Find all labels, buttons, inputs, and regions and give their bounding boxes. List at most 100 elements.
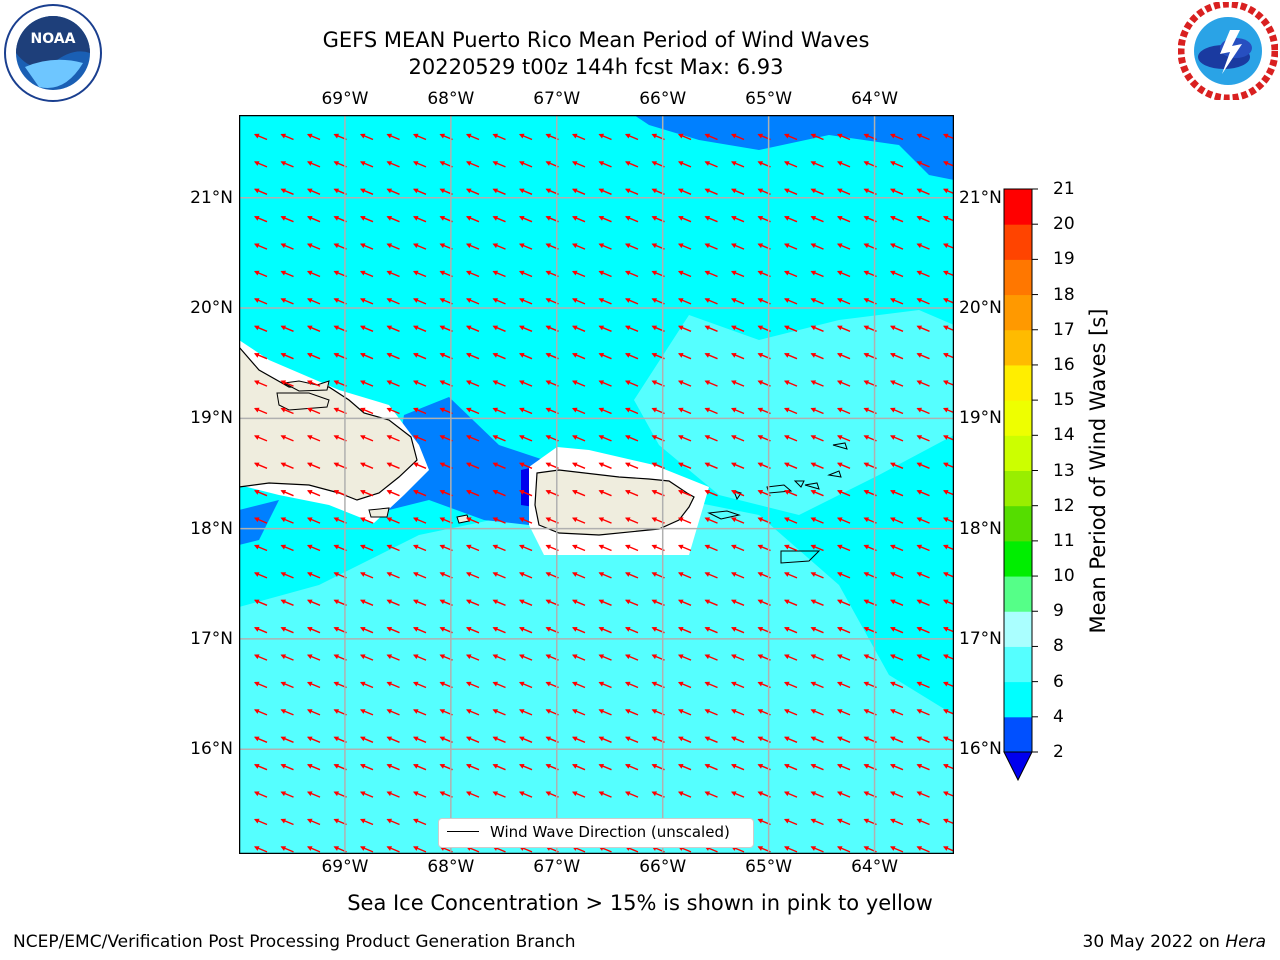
- wave-direction-arrow: [466, 298, 480, 305]
- wave-direction-arrow: [386, 243, 400, 250]
- wave-direction-arrow: [784, 435, 798, 442]
- wave-direction-arrow: [360, 709, 374, 716]
- y-tick-label-right: 16°N: [959, 739, 1002, 760]
- colorbar-segment: [1004, 259, 1032, 296]
- wave-direction-arrow: [492, 654, 506, 661]
- wind-wave-direction-arrows: [254, 133, 954, 853]
- wave-direction-arrow: [307, 654, 321, 661]
- wave-direction-arrow: [837, 462, 851, 469]
- wave-direction-arrow: [466, 627, 480, 634]
- colorbar-tick-label: 4: [1053, 706, 1064, 727]
- wave-direction-arrow: [625, 216, 639, 223]
- colorbar-tick-label: 14: [1053, 425, 1075, 446]
- wave-direction-arrow: [837, 736, 851, 743]
- wave-direction-arrow: [731, 407, 745, 415]
- wave-direction-arrow: [254, 133, 268, 141]
- wave-direction-arrow: [492, 517, 506, 524]
- wave-direction-arrow: [731, 736, 745, 743]
- wave-direction-arrow: [307, 764, 321, 771]
- wave-direction-arrow: [519, 681, 533, 689]
- wave-direction-arrow: [810, 133, 824, 141]
- colorbar-segment: [1004, 716, 1032, 753]
- wave-direction-arrow: [413, 298, 427, 305]
- wave-direction-arrow: [784, 490, 798, 497]
- wave-direction-arrow: [280, 462, 294, 469]
- wave-direction-arrow: [572, 435, 586, 442]
- wave-direction-arrow: [307, 270, 321, 278]
- wave-direction-arrow: [625, 298, 639, 305]
- wave-direction-arrow: [916, 462, 930, 469]
- wave-direction-arrow: [386, 791, 400, 798]
- wave-direction-arrow: [413, 161, 427, 168]
- wave-direction-arrow: [625, 490, 639, 497]
- wave-direction-arrow: [704, 325, 718, 332]
- wave-direction-arrow: [307, 818, 321, 826]
- wave-direction-arrow: [254, 846, 268, 853]
- wave-direction-arrow: [598, 133, 612, 141]
- wave-direction-arrow: [360, 544, 374, 552]
- wave-direction-arrow: [280, 353, 294, 360]
- wave-direction-arrow: [360, 243, 374, 250]
- wave-direction-arrow: [678, 243, 692, 250]
- colorbar-tick-label: 12: [1053, 495, 1075, 516]
- wave-direction-arrow: [492, 736, 506, 743]
- wave-direction-arrow: [625, 407, 639, 415]
- wave-direction-arrow: [625, 161, 639, 168]
- wave-direction-arrow: [625, 572, 639, 579]
- wave-direction-arrow: [280, 544, 294, 552]
- x-tick-label-bottom: 69°W: [321, 857, 369, 877]
- wave-direction-arrow: [837, 709, 851, 716]
- wave-direction-arrow: [413, 599, 427, 606]
- wave-direction-arrow: [519, 544, 533, 552]
- wave-direction-arrow: [280, 435, 294, 442]
- wave-direction-arrow: [943, 490, 954, 496]
- x-tick-label-top: 69°W: [321, 89, 369, 109]
- wave-direction-arrow: [837, 380, 851, 387]
- wave-direction-arrow: [704, 599, 718, 606]
- wave-direction-arrow: [625, 599, 639, 606]
- y-tick-label-left: 19°N: [190, 408, 233, 429]
- wave-direction-arrow: [254, 681, 268, 689]
- wave-direction-arrow: [386, 736, 400, 743]
- wave-direction-arrow: [598, 298, 612, 305]
- wave-direction-arrow: [280, 572, 294, 579]
- wave-direction-arrow: [413, 490, 427, 497]
- x-tick-label-bottom: 64°W: [851, 857, 899, 877]
- wave-direction-arrow: [890, 188, 904, 195]
- wave-direction-arrow: [386, 133, 400, 141]
- wave-direction-arrow: [784, 791, 798, 798]
- wave-direction-arrow: [916, 353, 930, 360]
- colorbar-tick-label: 21: [1053, 179, 1075, 199]
- wave-direction-arrow: [254, 627, 268, 634]
- wave-direction-arrow: [466, 270, 480, 278]
- wave-direction-arrow: [519, 517, 533, 524]
- colorbar-segment: [1004, 294, 1032, 331]
- wave-direction-arrow: [784, 846, 798, 853]
- colorbar-segment: [1004, 540, 1032, 577]
- wave-direction-arrow: [360, 490, 374, 497]
- wave-direction-arrow: [307, 517, 321, 524]
- wave-direction-arrow: [492, 599, 506, 606]
- wave-direction-arrow: [519, 572, 533, 579]
- wave-direction-arrow: [519, 380, 533, 387]
- wave-direction-arrow: [704, 517, 718, 524]
- wave-direction-arrow: [254, 462, 268, 469]
- wave-direction-arrow: [519, 243, 533, 250]
- wave-direction-arrow: [572, 709, 586, 716]
- wave-direction-arrow: [307, 490, 321, 497]
- wave-direction-arrow: [519, 709, 533, 716]
- wave-direction-arrow: [572, 791, 586, 798]
- wave-direction-arrow: [280, 325, 294, 332]
- colorbar-tick-label: 10: [1053, 566, 1075, 587]
- run-date: 30 May 2022 on Hera: [1083, 932, 1267, 952]
- y-tick-label-left: 21°N: [190, 187, 233, 208]
- wave-direction-arrow: [810, 298, 824, 305]
- wave-direction-arrow: [916, 161, 930, 168]
- wave-direction-arrow: [678, 654, 692, 661]
- wave-direction-arrow: [386, 353, 400, 360]
- wave-direction-arrow: [784, 380, 798, 387]
- wave-direction-arrow: [572, 517, 586, 524]
- wave-direction-arrow: [890, 709, 904, 716]
- wave-direction-arrow: [492, 325, 506, 332]
- colorbar-tick-label: 2: [1053, 742, 1064, 762]
